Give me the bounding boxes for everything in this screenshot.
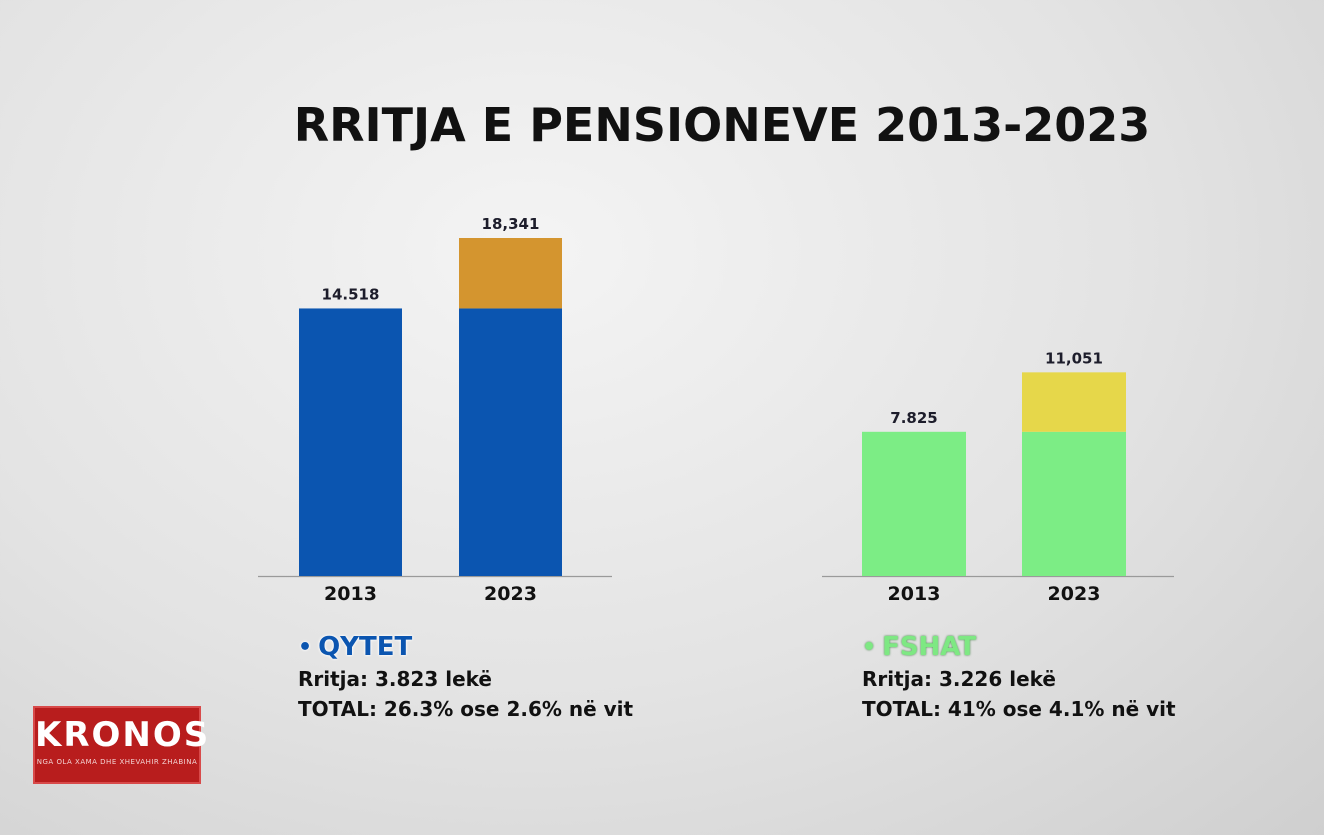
logo-tagline: NGA OLA XAMA DHE XHEVAHIR ZHABINA [36,758,198,766]
qytet-bar-2013-base [299,308,402,576]
fshat-heading: • FSHAT [862,630,1176,664]
qytet-chart: 14.518 2013 18,341 2023 [258,215,612,605]
qytet-value-label-2013: 14.518 [322,285,380,303]
qytet-tick-label-2023: 2023 [484,583,537,605]
qytet-growth: Rritja: 3.823 lekë [298,667,492,691]
qytet-heading: • QYTET [298,630,633,664]
fshat-name: FSHAT [882,632,977,662]
qytet-panel: • QYTET Rritja: 3.823 lekë TOTAL: 26.3% … [298,630,633,724]
qytet-tick-label-2013: 2013 [324,583,377,605]
fshat-bar-2023-increase [1022,372,1126,432]
qytet-total: TOTAL: 26.3% ose 2.6% në vit [298,697,634,721]
qytet-bar-2023-base [459,308,562,576]
qytet-value-label-2023: 18,341 [482,215,540,233]
bullet-icon: • [862,634,877,660]
chart-title: RRITJA E PENSIONEVE 2013-2023 [293,98,1151,152]
fshat-growth: Rritja: 3.226 lekë [862,667,1056,691]
fshat-bar-2013-base [862,431,966,576]
fshat-value-label-2013: 7.825 [890,409,937,427]
fshat-chart: 7.825 2013 11,051 2023 [822,349,1174,605]
fshat-tick-label-2013: 2013 [888,583,941,605]
qytet-bar-2023-increase [459,238,562,309]
fshat-tick-label-2023: 2023 [1048,583,1101,605]
fshat-total: TOTAL: 41% ose 4.1% në vit [862,697,1176,721]
fshat-panel: • FSHAT Rritja: 3.226 lekë TOTAL: 41% os… [862,630,1176,724]
bullet-icon: • [298,634,313,660]
qytet-name: QYTET [318,632,413,662]
logo-brand: KRONOS [35,715,211,755]
fshat-value-label-2023: 11,051 [1045,349,1103,367]
fshat-bar-2023-base [1022,431,1126,576]
kronos-logo: KRONOS NGA OLA XAMA DHE XHEVAHIR ZHABINA [33,706,211,784]
